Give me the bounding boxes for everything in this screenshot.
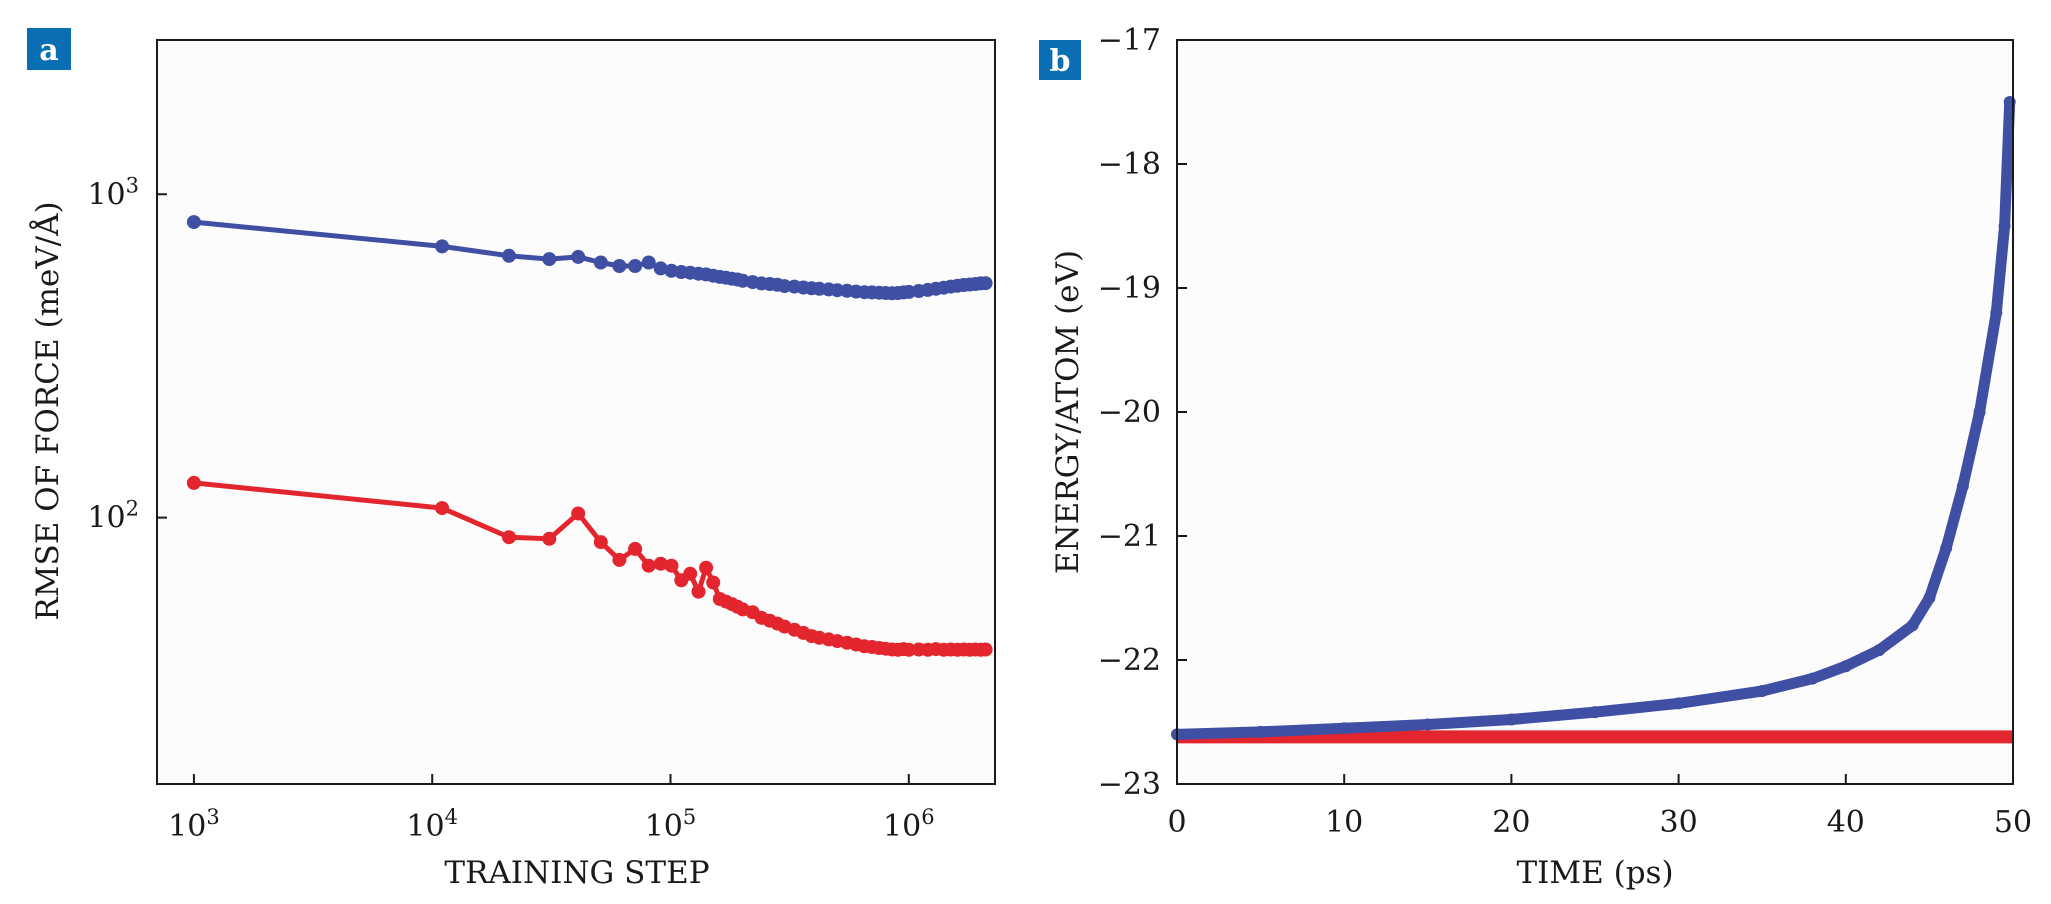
panel-b-y-tick-label: −21 [1098, 519, 1161, 554]
panel-a-series-1-point [628, 541, 643, 556]
panel-a-series-1-point [593, 535, 608, 550]
panel-b-y-tick-label: −22 [1098, 643, 1161, 678]
panel-a-series-1-point [683, 566, 698, 581]
panel-b-y-tick-label: −23 [1098, 767, 1161, 802]
panel-a-series-0-point [978, 276, 993, 291]
panel-b-series-0-point [1940, 542, 1953, 555]
panel-a-series-0-point [641, 255, 656, 270]
panel-a-series-1-point [641, 558, 656, 573]
panel-b: b 0 10 20 30 40 50 −23 −22 −21 −20 −19 −18 −17 TIME … [1039, 23, 2032, 891]
panel-b-series-0-point [1756, 685, 1769, 697]
panel-b-x-tick-label: 20 [1492, 805, 1530, 840]
panel-a-series-0-point [542, 252, 557, 267]
panel-b-y-axis-title: ENERGY/ATOM (eV) [1050, 250, 1086, 574]
panel-b-series-0-point [1254, 725, 1267, 738]
panel-b-series-0-point [1839, 660, 1852, 673]
panel-a-series-1-point [186, 475, 201, 490]
panel-a-x-axis-title: TRAINING STEP [444, 855, 709, 891]
panel-a-series-0-point [777, 279, 792, 294]
panel-a-series-0-point [435, 239, 450, 254]
panel-b-x-axis-title: TIME (ps) [1516, 855, 1673, 891]
panel-b-x-tick-label: 40 [1827, 805, 1865, 840]
panel-a-x-tick-label: 106 [883, 805, 935, 844]
panel-b-series-0-point [1672, 697, 1685, 710]
panel-b-series-0-point [1873, 644, 1886, 657]
panel-b-series-0-point [1421, 718, 1434, 731]
panel-a-series-1-point [571, 506, 586, 521]
panel-b-series-0-point [1338, 722, 1351, 735]
panel-b-series-0-point [1973, 406, 1986, 418]
panel-b-y-tick-label: −19 [1098, 271, 1161, 306]
panel-b-series-0-point [1589, 706, 1601, 719]
panel-a-series-0-point [653, 261, 668, 276]
panel-a-series-0-point [502, 248, 516, 263]
panel-a-series-1-point [612, 552, 627, 567]
panel-b-y-tick-label: −17 [1098, 23, 1161, 58]
panel-a: a 103 104 105 106 102 103 TRAINING STEP RMSE … [27, 28, 996, 891]
panel-a-plot-frame [156, 39, 996, 785]
panel-a-x-tick-label: 104 [406, 805, 458, 844]
panel-b-tag [1039, 40, 1081, 80]
panel-a-x-tick-label: 103 [168, 805, 220, 844]
panel-a-tag-label: a [39, 33, 58, 68]
panel-a-series-1-point [653, 556, 668, 571]
panel-b-series-0-point [1998, 220, 2011, 232]
panel-a-series-0-point [571, 249, 586, 264]
panel-b-series-0-point [1806, 672, 1819, 685]
panel-b-series-0-point [1923, 592, 1936, 604]
panel-b-series-0-point [1990, 306, 2003, 319]
panel-a-series-0-point [628, 259, 643, 273]
panel-a-y-axis-title: RMSE OF FORCE (meV/Å) [28, 201, 66, 620]
panel-a-series-1-point [699, 560, 714, 575]
panel-a-series-1-point [978, 642, 993, 657]
panel-b-x-tick-label: 50 [1994, 805, 2032, 840]
panel-b-plot-background [1177, 40, 2013, 784]
panel-a-series-0-point [612, 259, 627, 273]
panel-b-x-tick-label: 0 [1167, 805, 1186, 840]
panel-a-series-1-point [542, 531, 557, 546]
panel-a-series-0-point [186, 215, 201, 230]
panel-a-series-1-point [706, 575, 721, 590]
panel-a-x-tick-label: 105 [645, 805, 697, 844]
panel-a-series-1-point [435, 501, 450, 516]
panel-b-y-tick-label: −20 [1098, 395, 1161, 430]
panel-a-series-1-point [502, 530, 516, 545]
panel-a-y-tick-label: 103 [87, 173, 139, 212]
panel-a-plot-background [157, 40, 995, 784]
panel-a-tag [27, 28, 71, 70]
panel-b-tag-label: b [1050, 44, 1071, 79]
panel-b-x-tick-label: 10 [1325, 805, 1363, 840]
panel-b-series-0-point [1505, 713, 1518, 726]
panel-b-x-tick-label: 30 [1660, 805, 1698, 840]
panel-a-series-1-point [901, 642, 916, 657]
panel-a-series-1-point [664, 558, 679, 573]
panel-a-series-0-point [593, 255, 608, 270]
panel-b-y-tick-label: −18 [1098, 147, 1161, 182]
panel-a-series-1-point [691, 584, 706, 599]
panel-a-y-tick-label: 102 [87, 497, 139, 536]
panel-b-series-0-point [1906, 619, 1919, 632]
panel-b-series-0-point [1956, 480, 1969, 493]
